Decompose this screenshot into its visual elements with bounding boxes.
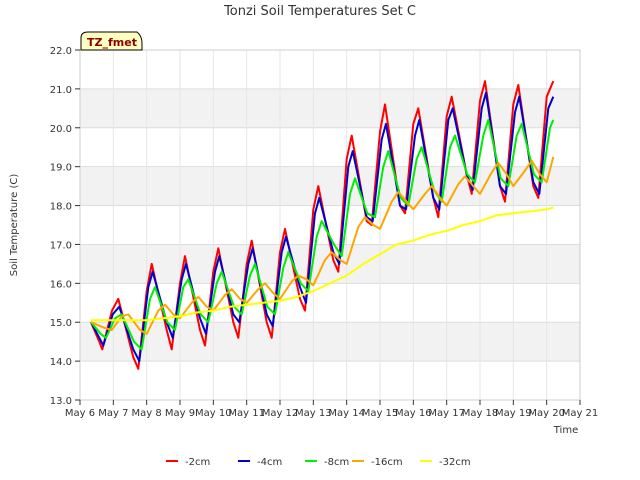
site-label: TZ_fmet (87, 36, 137, 49)
y-tick-label: 15.0 (50, 318, 72, 329)
x-tick-label: May 9 (165, 408, 195, 419)
x-tick-label: May 19 (495, 408, 532, 419)
legend-label: -2cm (185, 457, 210, 468)
series-line-8cm (90, 119, 555, 351)
y-tick-label: 21.0 (50, 85, 72, 96)
y-axis-ticks: 13.0 14.0 15.0 16.0 17.0 18.0 19.0 20.0 21.0 22.0 (50, 46, 80, 407)
legend-label: -4cm (257, 457, 282, 468)
site-label-box: TZ_fmet (80, 31, 143, 51)
series-lines (90, 80, 555, 370)
x-tick-label: May 10 (195, 408, 232, 419)
x-tick-label: May 8 (132, 408, 162, 419)
legend-label: -8cm (324, 457, 349, 468)
x-tick-label: May 11 (228, 408, 265, 419)
series-line-16cm (90, 156, 555, 335)
chart-title: Tonzi Soil Temperatures Set C (223, 4, 416, 19)
x-tick-label: May 12 (262, 408, 299, 419)
y-tick-label: 22.0 (50, 46, 72, 57)
legend-label: -16cm (371, 457, 403, 468)
y-tick-label: 14.0 (50, 357, 72, 368)
band (80, 88, 580, 128)
y-tick-label: 16.0 (50, 279, 72, 290)
x-tick-label: May 7 (98, 408, 128, 419)
series-line-4cm (90, 91, 555, 363)
x-tick-label: May 18 (462, 408, 499, 419)
x-tick-label: May 20 (528, 408, 565, 419)
y-tick-label: 13.0 (50, 396, 72, 407)
plot-bands (80, 88, 580, 362)
series-line-2cm (90, 80, 555, 370)
site-label-shape (80, 31, 143, 51)
plot-frame (79, 49, 581, 401)
x-tick-label: May 15 (362, 408, 399, 419)
y-tick-label: 19.0 (50, 163, 72, 174)
x-tick-label: May 21 (562, 408, 599, 419)
y-tick-label: 18.0 (50, 202, 72, 213)
series-line-32cm (91, 206, 554, 322)
legend-label: -32cm (439, 457, 471, 468)
y-tick-label: 20.0 (50, 124, 72, 135)
x-tick-label: May 14 (328, 408, 365, 419)
y-tick-label: 17.0 (50, 240, 72, 251)
band (80, 166, 580, 206)
band (80, 322, 580, 362)
x-tick-label: May 16 (395, 408, 432, 419)
x-tick-label: May 17 (428, 408, 465, 419)
legend: -2cm -4cm -8cm -16cm -32cm (166, 457, 471, 468)
x-axis-label: Time (553, 425, 578, 436)
x-tick-label: May 6 (65, 408, 95, 419)
x-tick-label: May 13 (295, 408, 332, 419)
band (80, 244, 580, 284)
y-axis-label: Soil Temperature (C) (9, 174, 20, 277)
